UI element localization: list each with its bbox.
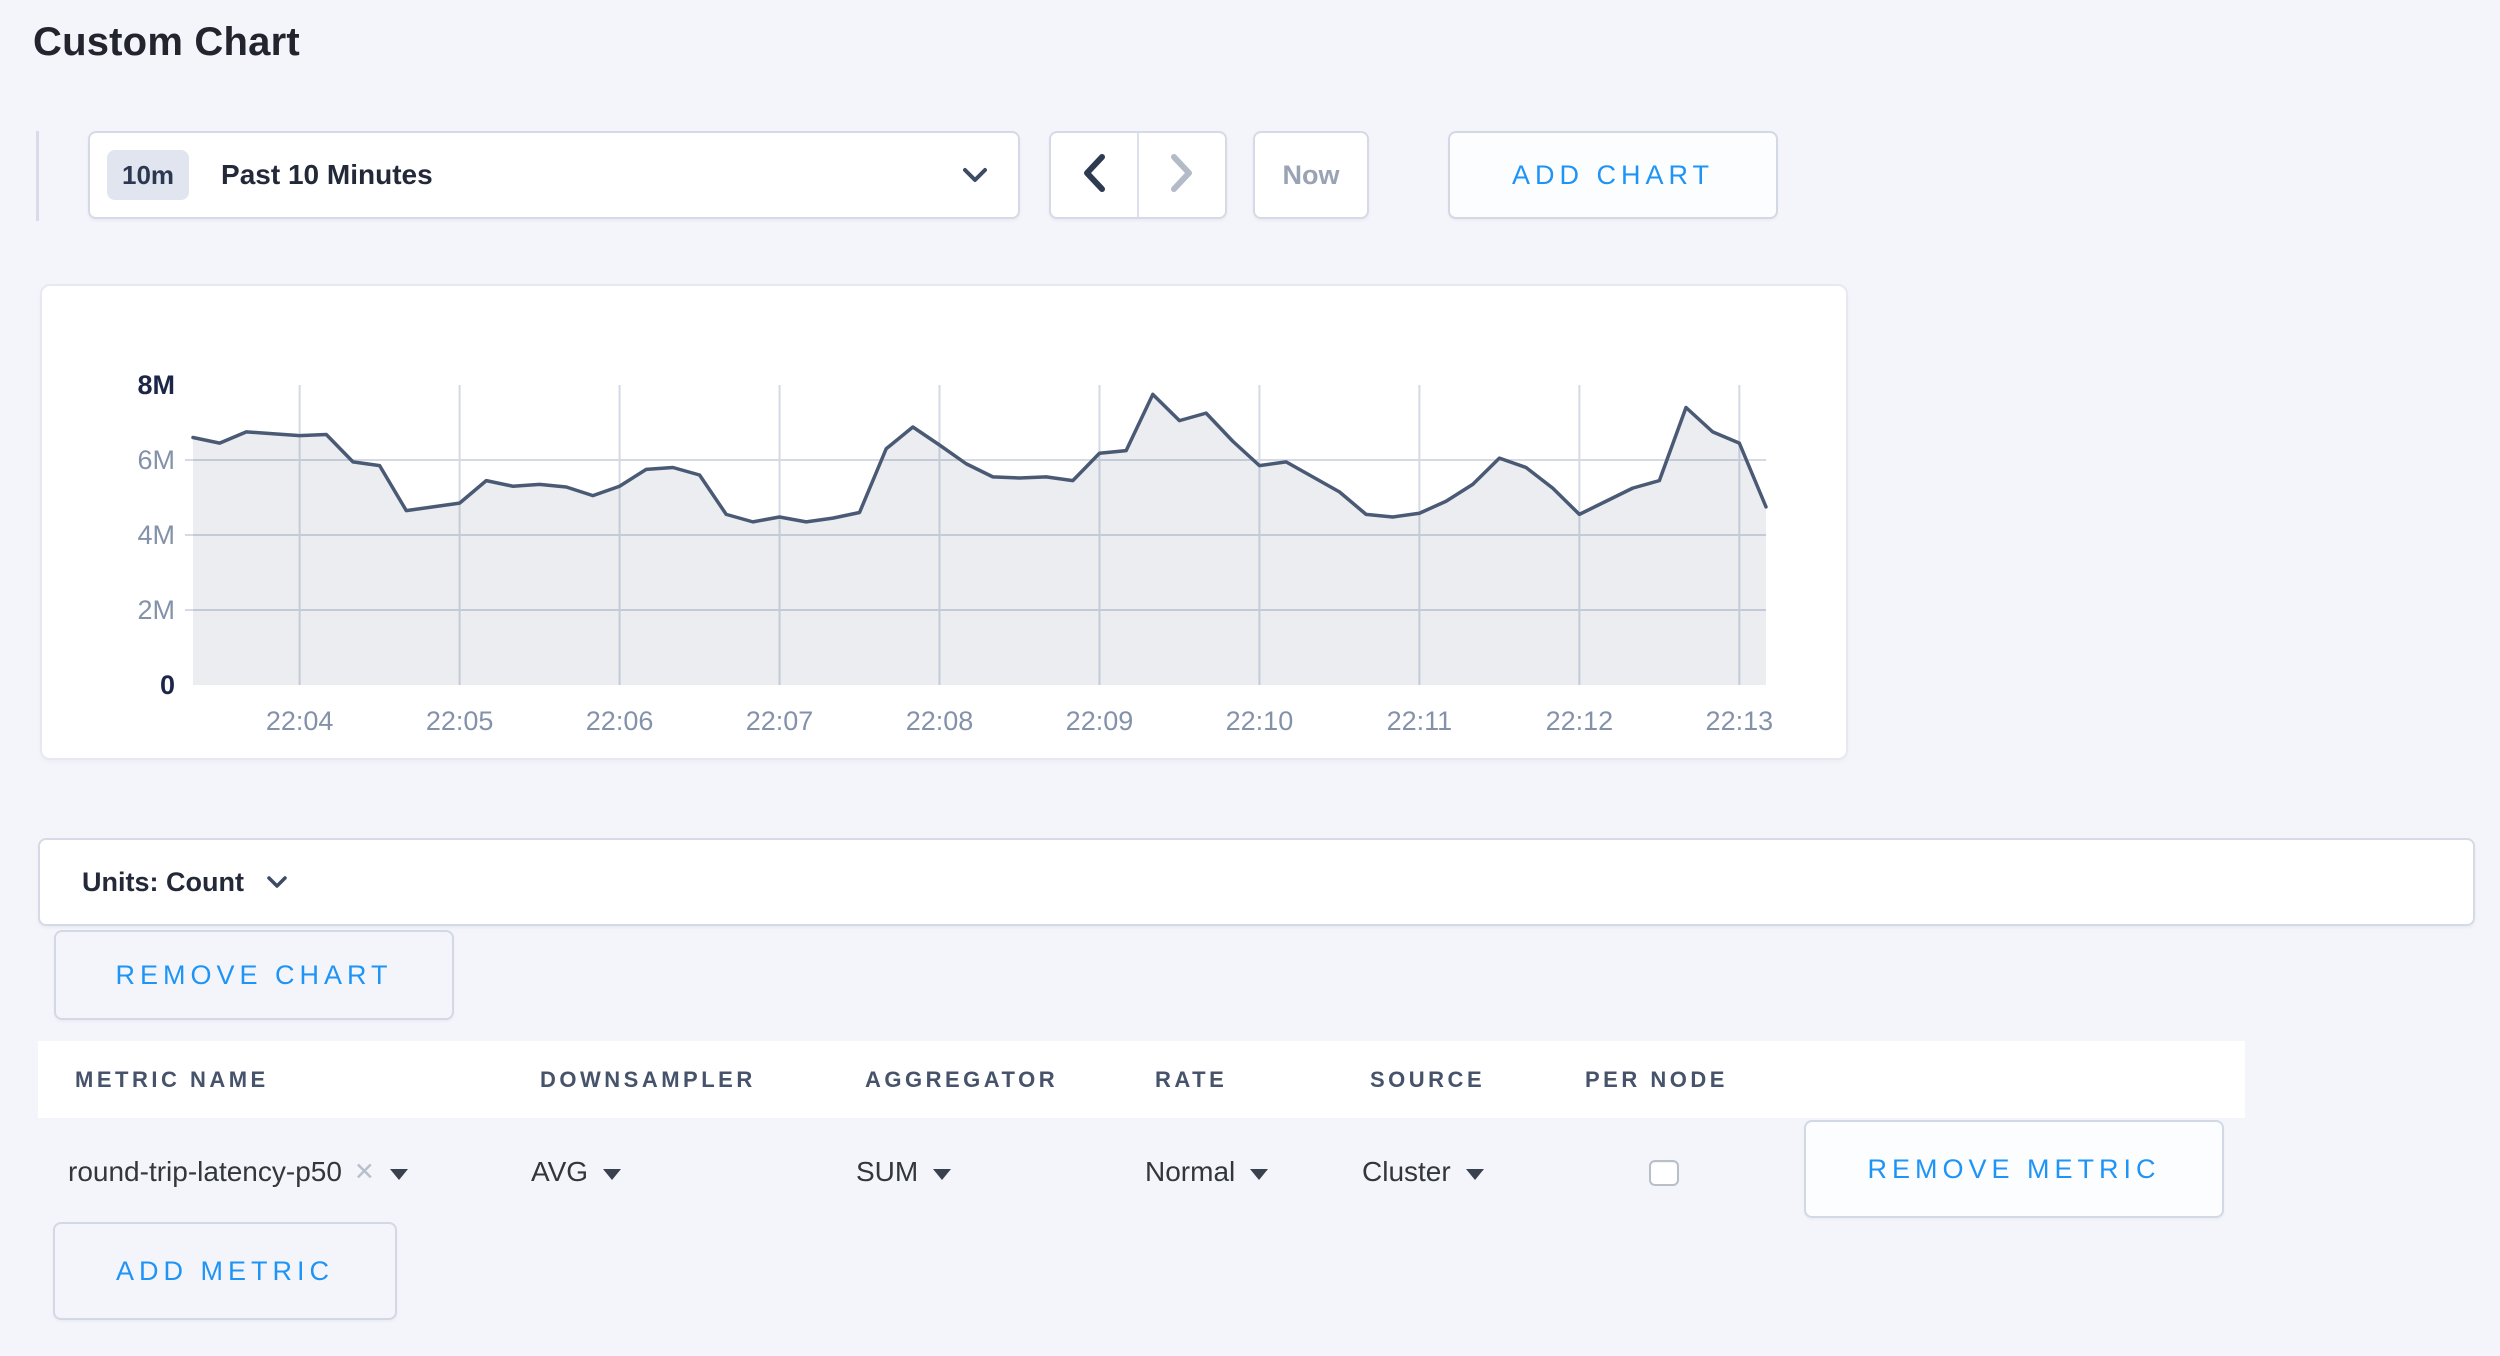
column-header-downsampler: DOWNSAMPLER (540, 1066, 756, 1092)
svg-text:4M: 4M (137, 520, 175, 550)
svg-text:22:08: 22:08 (906, 706, 974, 736)
column-header-metric-name: METRIC NAME (75, 1066, 269, 1092)
toolbar-divider (36, 131, 39, 221)
metric-name-select[interactable]: round-trip-latency-p50 ✕ (68, 1146, 408, 1198)
time-range-select[interactable]: 10m Past 10 Minutes (88, 131, 1020, 219)
column-header-source: SOURCE (1370, 1066, 1486, 1092)
caret-down-icon (1465, 1168, 1484, 1180)
svg-text:22:05: 22:05 (426, 706, 494, 736)
svg-text:22:13: 22:13 (1706, 706, 1774, 736)
add-metric-button[interactable]: ADD METRIC (53, 1222, 397, 1320)
per-node-checkbox[interactable] (1649, 1160, 1679, 1186)
add-chart-button[interactable]: ADD CHART (1448, 131, 1778, 219)
downsampler-select[interactable]: AVG (531, 1146, 622, 1198)
aggregator-select[interactable]: SUM (856, 1146, 952, 1198)
rate-value: Normal (1145, 1156, 1236, 1187)
page-title: Custom Chart (33, 20, 300, 64)
caret-down-icon (933, 1168, 952, 1180)
time-range-label: Past 10 Minutes (221, 159, 433, 190)
chevron-left-icon (1082, 153, 1106, 197)
time-prev-button[interactable] (1051, 133, 1137, 217)
now-button[interactable]: Now (1253, 131, 1369, 219)
units-dropdown[interactable]: Units: Count (38, 838, 2475, 926)
caret-down-icon (603, 1168, 622, 1180)
column-header-rate: RATE (1155, 1066, 1228, 1092)
downsampler-value: AVG (531, 1156, 589, 1187)
svg-text:22:06: 22:06 (586, 706, 654, 736)
column-header-per-node: PER NODE (1585, 1066, 1728, 1092)
chart-card: 0 2M 4M 6M 8M 22:04 22:05 22:06 22:07 22:08 22:09 2… (40, 284, 1848, 760)
clear-metric-icon[interactable]: ✕ (353, 1158, 375, 1186)
metrics-table-header: METRIC NAME DOWNSAMPLER AGGREGATOR RATE … (38, 1041, 2245, 1118)
time-next-button[interactable] (1137, 133, 1225, 217)
svg-text:22:09: 22:09 (1066, 706, 1134, 736)
remove-metric-button[interactable]: REMOVE METRIC (1804, 1120, 2224, 1218)
svg-text:22:04: 22:04 (266, 706, 334, 736)
svg-text:22:07: 22:07 (746, 706, 814, 736)
chevron-right-icon (1170, 153, 1194, 197)
column-header-aggregator: AGGREGATOR (865, 1066, 1059, 1092)
source-select[interactable]: Cluster (1362, 1146, 1484, 1198)
svg-text:6M: 6M (137, 445, 175, 475)
remove-chart-button[interactable]: REMOVE CHART (54, 930, 454, 1020)
time-step-group (1049, 131, 1227, 219)
svg-text:22:10: 22:10 (1226, 706, 1294, 736)
svg-text:2M: 2M (137, 595, 175, 625)
svg-text:22:12: 22:12 (1546, 706, 1614, 736)
metric-area-chart[interactable]: 0 2M 4M 6M 8M 22:04 22:05 22:06 22:07 22:08 22:09 2… (42, 286, 1846, 758)
aggregator-value: SUM (856, 1156, 919, 1187)
svg-text:0: 0 (160, 670, 175, 700)
source-value: Cluster (1362, 1156, 1451, 1187)
svg-text:8M: 8M (137, 370, 175, 400)
time-range-badge: 10m (107, 150, 190, 200)
caret-down-icon (1250, 1168, 1269, 1180)
metric-name-value: round-trip-latency-p50 (68, 1156, 342, 1187)
caret-down-icon (389, 1168, 408, 1180)
chevron-down-icon (962, 167, 988, 183)
chevron-down-icon (266, 875, 288, 889)
units-label: Units: Count (82, 866, 244, 897)
rate-select[interactable]: Normal (1145, 1146, 1269, 1198)
svg-text:22:11: 22:11 (1387, 706, 1453, 736)
